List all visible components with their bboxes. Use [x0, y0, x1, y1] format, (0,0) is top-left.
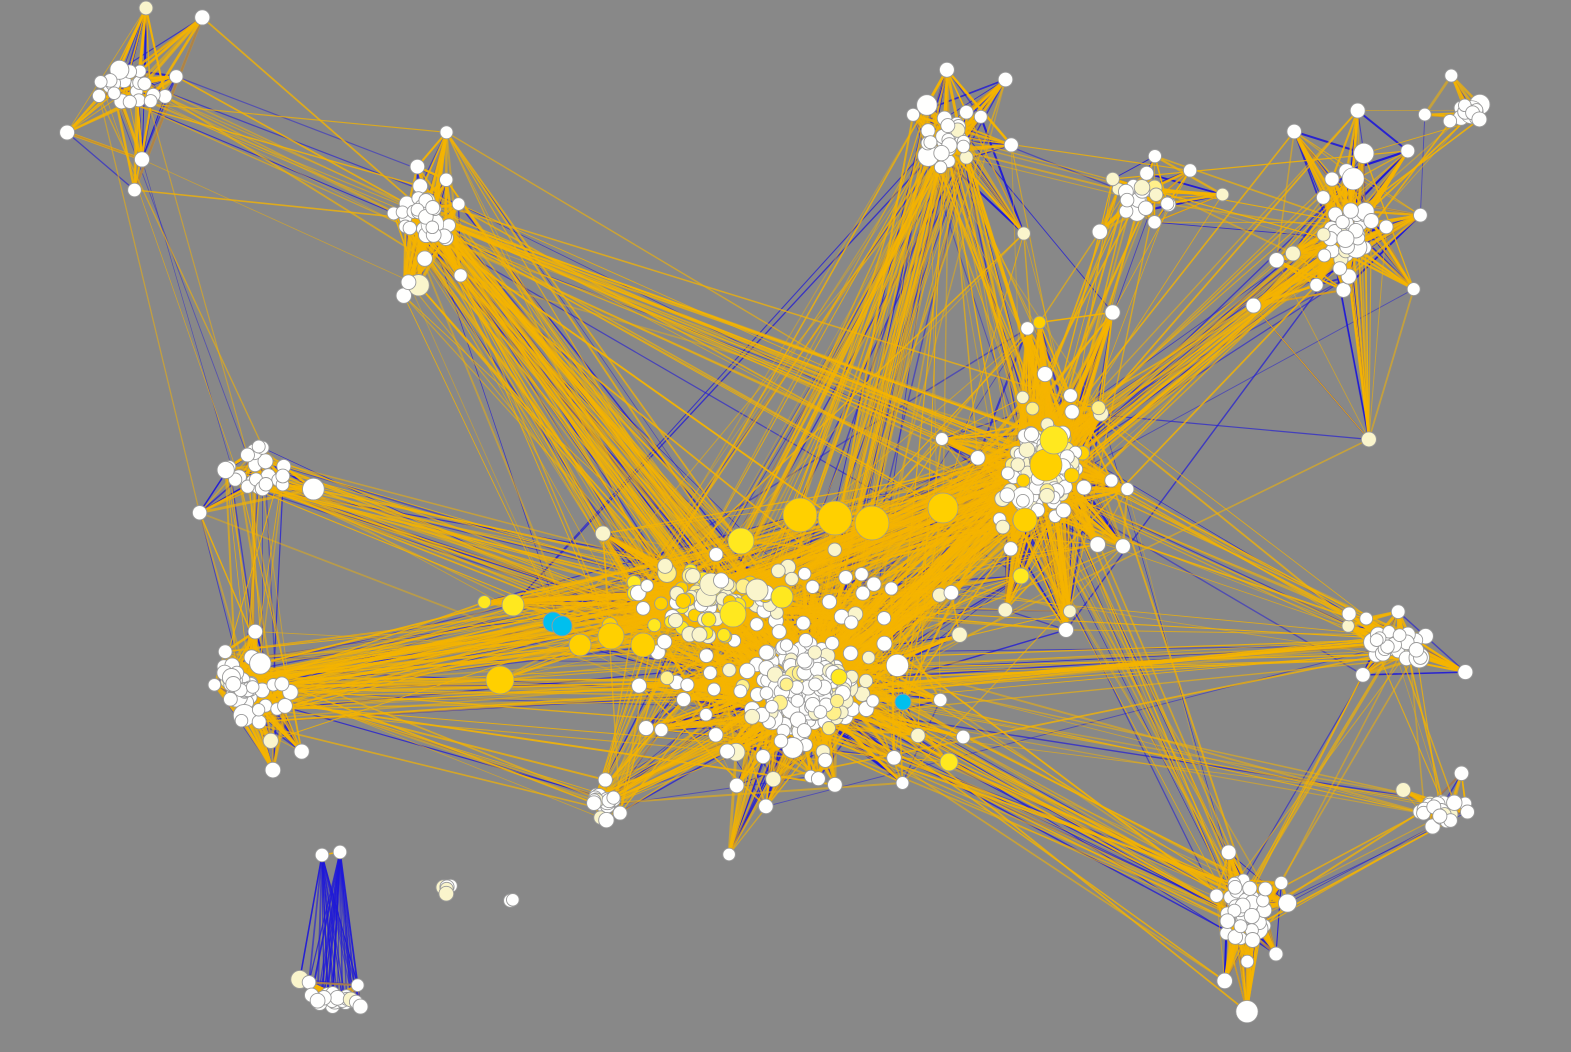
- graph-edge: [141, 76, 177, 160]
- graph-edge: [446, 132, 766, 596]
- graph-edge: [1275, 131, 1295, 261]
- graph-edge: [1345, 253, 1415, 291]
- graph-edge: [310, 851, 341, 996]
- graph-edge: [321, 854, 325, 998]
- graph-edge: [139, 7, 147, 72]
- graph-edge: [1146, 172, 1223, 196]
- graph-edge: [1154, 193, 1223, 223]
- graph-edge: [1348, 214, 1422, 278]
- graph-edge: [339, 851, 359, 986]
- graph-edge: [66, 92, 115, 133]
- graph-edge: [316, 854, 323, 1001]
- graph-edge: [145, 7, 166, 97]
- graph-edge: [175, 75, 447, 181]
- graph-edge: [1368, 226, 1387, 440]
- graph-edge: [1032, 450, 1236, 907]
- graph-edge: [1347, 276, 1370, 440]
- graph-edge: [1331, 110, 1359, 180]
- graph-edge: [1154, 155, 1168, 204]
- graph-edge: [392, 213, 420, 286]
- graph-edge: [199, 487, 314, 515]
- graph-edge: [512, 125, 949, 606]
- graph-edge: [321, 854, 338, 998]
- graph-edge: [144, 83, 459, 205]
- graph-edge: [1253, 305, 1370, 440]
- graph-edge: [1368, 288, 1415, 440]
- graph-edge: [66, 131, 143, 161]
- graph-edge: [946, 69, 1025, 234]
- graph-edge: [272, 466, 285, 685]
- graph-edge: [316, 851, 341, 1001]
- graph-edge: [331, 851, 341, 994]
- graph-edge: [1419, 114, 1426, 216]
- graph-edge: [945, 68, 1013, 146]
- graph-edge: [1154, 221, 1346, 240]
- graph-edge: [1065, 247, 1350, 631]
- graph-edge: [1292, 213, 1336, 255]
- graph-edge: [1423, 74, 1453, 116]
- graph-edge: [308, 854, 323, 983]
- graph-edge: [1362, 671, 1466, 676]
- graph-edge: [66, 7, 147, 133]
- graph-edge: [1275, 882, 1282, 955]
- graph-edge: [66, 132, 135, 191]
- graph-edge: [321, 854, 359, 986]
- graph-edge: [323, 851, 341, 998]
- graph-edge: [299, 854, 323, 980]
- graph-edge: [1287, 826, 1433, 904]
- graph-edge: [1346, 150, 1409, 173]
- graph-edge: [1357, 109, 1409, 152]
- graph-edge: [321, 854, 334, 994]
- graph-edge: [1167, 193, 1223, 205]
- graph-edge: [1112, 155, 1156, 180]
- graph-edge: [1397, 611, 1466, 673]
- graph-edge: [512, 141, 945, 606]
- graph-edge: [141, 159, 236, 480]
